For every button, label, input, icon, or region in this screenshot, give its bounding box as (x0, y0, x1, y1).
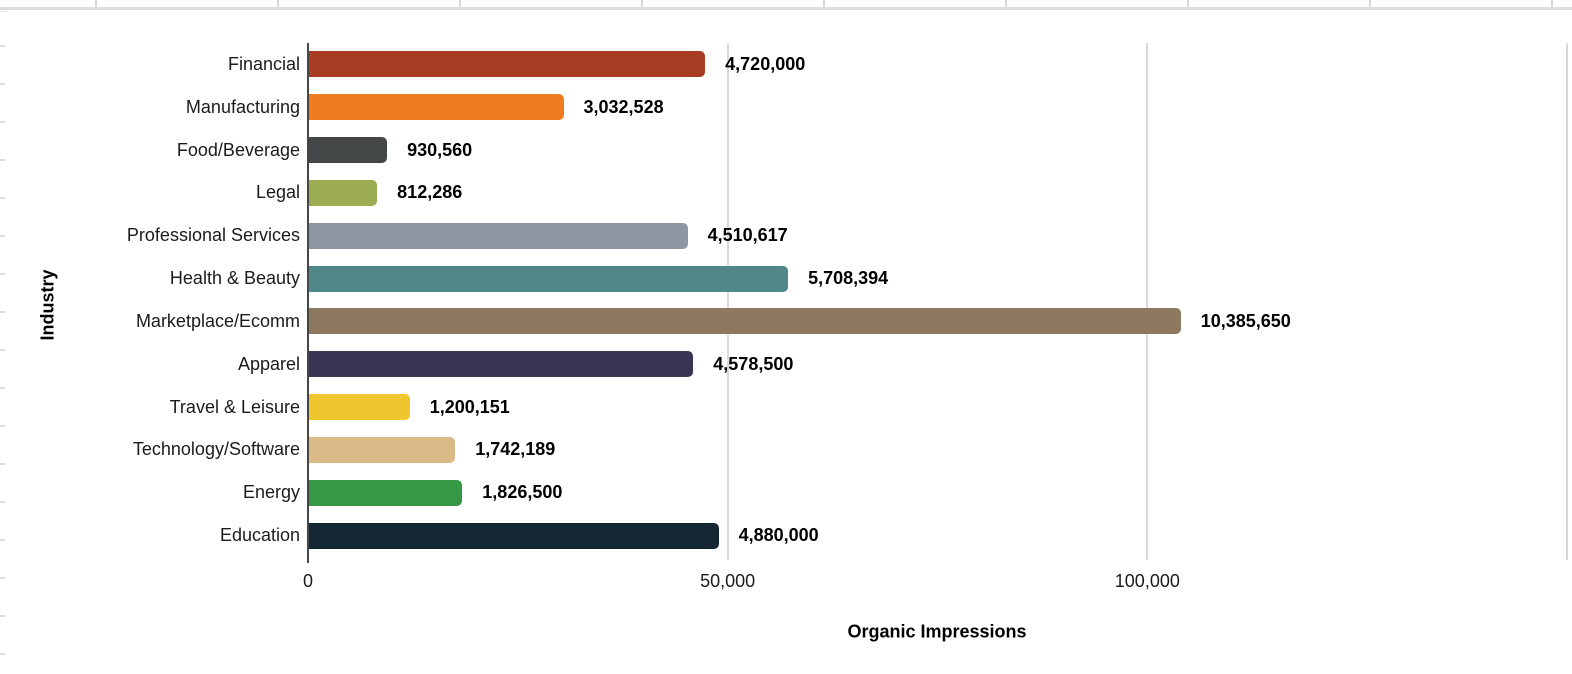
bar-financial[interactable] (309, 51, 706, 78)
bar-technology-software[interactable] (309, 436, 456, 463)
sheet-column-border (459, 0, 461, 7)
x-tick-label: 0 (302, 571, 314, 591)
bar-legal[interactable] (309, 179, 378, 206)
value-label-energy: 1,826,500 (482, 482, 563, 503)
sheet-row-border (0, 349, 5, 351)
category-label-food-beverage: Food/Beverage (176, 139, 300, 160)
bar-row: 5,708,394 (309, 257, 1568, 300)
sheet-row-border (0, 577, 5, 579)
bar-row: 1,742,189 (309, 428, 1568, 471)
bar-marketplace-ecomm[interactable] (309, 308, 1181, 335)
sheet-row-border (0, 463, 5, 465)
bar-row: 1,200,151 (309, 386, 1568, 429)
category-label-professional-services: Professional Services (126, 225, 300, 246)
sheet-column-border (277, 0, 279, 7)
sheet-row-border (0, 311, 5, 313)
value-label-marketplace-ecomm: 10,385,650 (1200, 310, 1291, 331)
sheet-row-border (0, 615, 5, 617)
sheet-row-border (0, 7, 1572, 10)
value-label-food-beverage: 930,560 (407, 139, 473, 160)
x-tick-label: 50,000 (700, 571, 756, 591)
value-label-professional-services: 4,510,617 (707, 225, 788, 246)
sheet-row-border (0, 197, 5, 199)
sheet-row-border (0, 159, 5, 161)
value-label-manufacturing: 3,032,528 (583, 96, 664, 117)
bar-row: 930,560 (309, 129, 1568, 172)
category-label-travel-leisure: Travel & Leisure (169, 396, 300, 417)
value-label-technology-software: 1,742,189 (475, 439, 556, 460)
bar-row: 4,510,617 (309, 214, 1568, 257)
value-label-health-beauty: 5,708,394 (808, 268, 889, 289)
sheet-column-border (95, 0, 97, 7)
sheet-row-border (0, 45, 5, 47)
x-gridline (1566, 43, 1568, 560)
sheet-column-border (1187, 0, 1189, 7)
x-gridline (1146, 43, 1149, 560)
category-label-technology-software: Technology/Software (132, 439, 300, 460)
sheet-row-border (0, 425, 5, 427)
sheet-column-border (1551, 0, 1553, 7)
bar-series: 4,720,000 3,032,528 930,560 812,286 4,510,61… (309, 43, 1568, 557)
chart-panel[interactable]: Industry Financial Manufacturing Food/Beve… (6, 11, 1572, 674)
x-tick-label: 100,000 (1114, 571, 1180, 591)
bar-row: 10,385,650 (309, 300, 1568, 343)
bar-row: 4,880,000 (309, 514, 1568, 557)
sheet-row-border (0, 273, 5, 275)
bar-food-beverage[interactable] (309, 137, 388, 164)
bar-row: 812,286 (309, 171, 1568, 214)
value-label-education: 4,880,000 (738, 525, 819, 546)
plot-area: 4,720,000 3,032,528 930,560 812,286 4,510,61… (303, 43, 1568, 591)
bar-apparel[interactable] (309, 351, 694, 378)
bar-row: 4,720,000 (309, 43, 1568, 86)
bar-travel-leisure[interactable] (309, 394, 410, 421)
sheet-row-border (0, 235, 5, 237)
bar-manufacturing[interactable] (309, 94, 564, 121)
sheet-row-border (0, 653, 5, 655)
value-label-travel-leisure: 1,200,151 (429, 396, 510, 417)
value-label-financial: 4,720,000 (725, 53, 806, 74)
sheet-column-border (1005, 0, 1007, 7)
bar-energy[interactable] (309, 479, 463, 506)
category-axis-labels: Financial Manufacturing Food/Beverage Legal… (6, 43, 300, 557)
sheet-column-border (823, 0, 825, 7)
bar-row: 4,578,500 (309, 343, 1568, 386)
category-label-health-beauty: Health & Beauty (169, 268, 300, 289)
bar-row: 1,826,500 (309, 471, 1568, 514)
category-label-apparel: Apparel (237, 353, 300, 374)
category-label-legal: Legal (255, 182, 300, 203)
sheet-row-border (0, 83, 5, 85)
x-gridline (726, 43, 729, 560)
category-label-energy: Energy (242, 482, 300, 503)
bar-health-beauty[interactable] (309, 265, 789, 292)
y-axis-line (307, 43, 309, 563)
category-label-manufacturing: Manufacturing (185, 96, 300, 117)
value-label-apparel: 4,578,500 (713, 353, 794, 374)
sheet-row-border (0, 539, 5, 541)
sheet-row-border (0, 387, 5, 389)
value-label-legal: 812,286 (397, 182, 463, 203)
category-label-education: Education (219, 525, 300, 546)
bar-professional-services[interactable] (309, 222, 688, 249)
x-axis-title: Organic Impressions (847, 621, 1027, 642)
sheet-column-border (641, 0, 643, 7)
category-label-financial: Financial (227, 53, 300, 74)
sheet-row-border (0, 501, 5, 503)
sheet-column-border (1369, 0, 1371, 7)
bar-row: 3,032,528 (309, 86, 1568, 129)
sheet-row-border (0, 121, 5, 123)
bar-education[interactable] (309, 522, 719, 549)
category-label-marketplace-ecomm: Marketplace/Ecomm (135, 310, 300, 331)
